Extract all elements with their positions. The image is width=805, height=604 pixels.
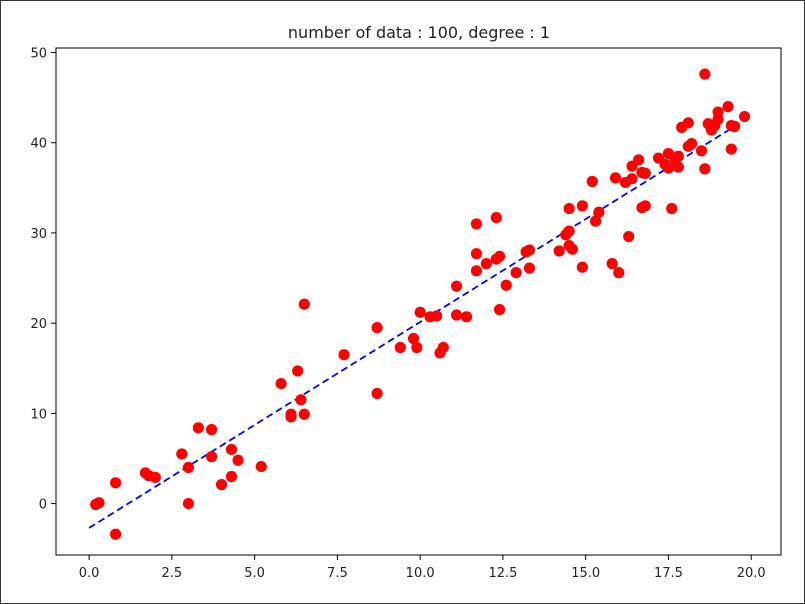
data-point <box>576 261 588 273</box>
data-point <box>470 265 483 277</box>
data-point <box>500 279 512 291</box>
data-point <box>566 243 579 255</box>
data-point <box>109 477 122 489</box>
axis-ticks: 0.0 2.5 5.0 7.5 10.0 12.5 15.0 17.5 20.0 0 10 20 30 4… <box>30 47 765 581</box>
data-point <box>563 225 575 237</box>
x-tick-label: 12.5 <box>488 566 517 581</box>
data-point <box>510 267 522 279</box>
data-point <box>639 200 651 212</box>
data-point <box>450 280 463 292</box>
data-point <box>490 212 502 224</box>
data-point <box>722 101 734 113</box>
data-point <box>232 454 244 466</box>
data-point <box>586 175 598 188</box>
plot-area-frame <box>55 47 782 556</box>
x-tick-label: 20.0 <box>737 566 766 581</box>
data-point <box>699 163 711 175</box>
data-point <box>109 528 122 540</box>
data-point <box>633 154 645 166</box>
x-tick-label: 7.5 <box>327 566 348 581</box>
data-point <box>553 245 565 257</box>
data-point <box>494 304 506 316</box>
data-point <box>666 202 678 215</box>
data-point <box>494 250 506 262</box>
data-point <box>292 365 304 377</box>
x-tick-label: 5.0 <box>244 566 265 581</box>
data-point <box>470 248 483 260</box>
data-point <box>699 68 711 80</box>
y-tick-label: 20 <box>30 317 47 332</box>
data-point <box>93 497 105 509</box>
data-point <box>709 119 721 132</box>
data-point <box>470 218 483 230</box>
data-point <box>414 306 426 318</box>
data-point <box>523 244 536 256</box>
data-point <box>275 377 287 390</box>
data-point <box>738 110 751 123</box>
data-point <box>576 200 588 212</box>
data-point <box>480 258 492 270</box>
data-point <box>298 298 310 310</box>
data-point <box>450 309 463 321</box>
data-point <box>215 479 228 491</box>
data-point <box>225 443 238 456</box>
data-point <box>623 230 635 243</box>
data-point <box>725 143 737 155</box>
data-point <box>411 341 423 354</box>
data-point <box>606 258 618 270</box>
data-point <box>371 387 383 400</box>
data-point <box>338 349 350 361</box>
data-point <box>182 497 195 510</box>
data-point <box>431 310 443 322</box>
data-point <box>695 145 708 157</box>
chart-title: number of data : 100, degree : 1 <box>288 23 550 42</box>
y-tick-label: 30 <box>30 227 47 242</box>
data-point <box>176 448 188 460</box>
data-point <box>460 311 473 323</box>
data-point <box>149 471 161 484</box>
x-tick-label: 10.0 <box>406 566 435 581</box>
data-point <box>407 332 420 345</box>
data-point <box>192 422 204 434</box>
x-tick-label: 17.5 <box>654 566 683 581</box>
data-point <box>639 167 651 179</box>
x-tick-label: 2.5 <box>162 566 183 581</box>
data-point <box>626 173 638 185</box>
data-point <box>593 206 605 218</box>
data-point <box>285 411 297 423</box>
data-point <box>225 470 238 483</box>
data-point <box>672 161 684 173</box>
data-point <box>662 162 675 174</box>
y-tick-label: 50 <box>30 47 47 62</box>
data-point <box>295 394 307 406</box>
fit-line-group <box>88 119 746 529</box>
data-point <box>371 322 383 334</box>
data-point <box>729 120 741 133</box>
data-point <box>205 451 218 463</box>
data-point <box>590 215 602 227</box>
y-tick-label: 40 <box>30 137 47 152</box>
data-point <box>255 460 267 473</box>
data-point <box>686 138 698 150</box>
data-point <box>182 461 195 474</box>
x-tick-label: 15.0 <box>571 566 600 581</box>
data-point <box>613 267 625 279</box>
data-point <box>394 341 406 354</box>
data-point <box>205 424 218 436</box>
data-point <box>298 408 310 420</box>
data-point <box>609 172 622 184</box>
x-tick-label: 0.0 <box>79 566 100 581</box>
data-point <box>672 150 684 162</box>
y-tick-label: 10 <box>30 407 47 422</box>
data-point <box>563 202 575 215</box>
data-point <box>437 341 449 354</box>
data-points <box>90 68 751 540</box>
y-tick-label: 0 <box>39 498 47 513</box>
data-point <box>523 262 536 274</box>
fit-line <box>88 119 746 529</box>
data-point <box>682 117 694 129</box>
